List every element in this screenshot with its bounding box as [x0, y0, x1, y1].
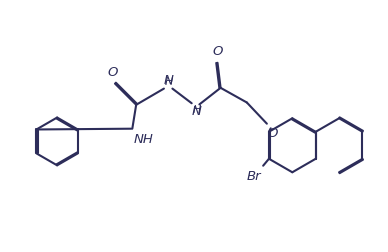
Text: N: N — [164, 74, 174, 87]
Text: N: N — [192, 105, 201, 118]
Text: H: H — [165, 77, 173, 87]
Text: NH: NH — [133, 133, 153, 146]
Text: Br: Br — [247, 170, 261, 182]
Text: H: H — [193, 105, 201, 115]
Text: O: O — [212, 45, 223, 58]
Text: O: O — [268, 127, 278, 140]
Text: O: O — [108, 66, 118, 79]
